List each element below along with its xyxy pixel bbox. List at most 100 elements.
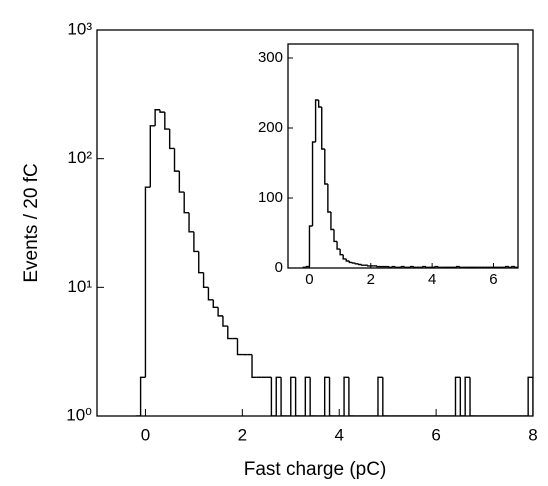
bin xyxy=(149,125,156,188)
bin xyxy=(514,266,518,268)
bin xyxy=(409,265,414,268)
bin xyxy=(508,266,512,268)
y-tick-label: 10³ xyxy=(67,19,92,38)
bin xyxy=(314,99,319,142)
x-tick-label: 4 xyxy=(334,425,343,444)
x-tick-label: 6 xyxy=(431,425,440,444)
bin xyxy=(168,129,175,150)
plot-frame xyxy=(287,43,519,269)
bin xyxy=(198,251,204,274)
bin xyxy=(321,107,325,150)
bin xyxy=(351,262,356,264)
bin xyxy=(154,109,160,126)
bin xyxy=(183,192,190,214)
y-tick-label: 10⁰ xyxy=(66,405,92,424)
bin xyxy=(236,338,243,356)
bin xyxy=(311,141,316,226)
bin xyxy=(336,241,341,250)
y-tick-label: 0 xyxy=(275,259,283,276)
bin xyxy=(217,307,223,317)
bin xyxy=(139,376,146,416)
bin xyxy=(469,377,475,416)
bin xyxy=(394,266,399,268)
bin xyxy=(464,376,471,416)
bin xyxy=(207,287,214,301)
bin xyxy=(388,266,393,268)
bin xyxy=(345,258,350,262)
y-tick-label: 100 xyxy=(258,189,283,206)
bin xyxy=(251,354,257,378)
bin xyxy=(328,377,335,416)
bin xyxy=(343,376,349,416)
bin xyxy=(342,254,347,260)
bin xyxy=(505,265,509,268)
bin xyxy=(290,376,296,416)
y-tick-label: 300 xyxy=(258,49,283,66)
histogram xyxy=(302,99,518,268)
bin xyxy=(178,171,185,193)
bin xyxy=(144,186,151,378)
bin xyxy=(348,377,354,416)
bin xyxy=(212,299,219,308)
bin xyxy=(367,265,371,267)
bin xyxy=(309,377,315,416)
bin xyxy=(227,326,233,340)
bin xyxy=(323,376,330,416)
bin xyxy=(400,265,405,268)
y-tick-label: 10² xyxy=(67,148,92,167)
bin xyxy=(280,377,286,416)
bin xyxy=(222,315,228,327)
bin xyxy=(354,263,359,265)
bin xyxy=(333,229,338,243)
x-tick-label: 4 xyxy=(428,271,436,288)
y-axis-label: Events / 20 fC xyxy=(21,163,42,282)
y-tick-label: 10¹ xyxy=(67,277,92,296)
bin xyxy=(308,225,313,267)
bin xyxy=(454,376,461,416)
x-tick-label: 8 xyxy=(528,425,537,444)
bin xyxy=(275,376,282,416)
bin xyxy=(327,184,331,213)
bin xyxy=(437,266,442,268)
bin xyxy=(304,376,311,416)
bin xyxy=(422,265,426,268)
bin xyxy=(188,212,194,233)
bin xyxy=(391,265,396,268)
x-tick-label: 2 xyxy=(367,271,375,288)
y-tick-label: 200 xyxy=(258,119,283,136)
bin xyxy=(376,265,380,268)
bin xyxy=(527,376,533,416)
bin xyxy=(434,265,439,268)
bin xyxy=(511,265,515,268)
bin xyxy=(382,377,388,416)
bin xyxy=(377,376,383,416)
bin xyxy=(348,261,353,264)
bin xyxy=(360,264,365,266)
bin xyxy=(317,100,322,108)
bin xyxy=(413,266,417,268)
bin xyxy=(173,148,180,172)
histogram xyxy=(135,109,533,416)
bin xyxy=(425,266,430,268)
bin xyxy=(164,112,170,130)
bin xyxy=(403,266,408,268)
bin xyxy=(305,265,310,268)
x-tick-label: 0 xyxy=(141,425,150,444)
bin xyxy=(339,249,344,256)
x-tick-label: 6 xyxy=(489,271,497,288)
bin xyxy=(270,377,277,416)
bin xyxy=(202,272,209,289)
x-tick-label: 2 xyxy=(238,425,247,444)
bin xyxy=(455,265,460,268)
bin xyxy=(294,377,301,416)
bin xyxy=(324,149,328,185)
bin xyxy=(302,266,307,268)
bin xyxy=(459,266,463,268)
bin xyxy=(193,231,199,253)
bin xyxy=(159,109,165,113)
x-tick-label: 0 xyxy=(305,271,313,288)
bin xyxy=(459,377,466,416)
x-axis-label: Fast charge (pC) xyxy=(244,459,387,480)
bin xyxy=(357,263,362,266)
